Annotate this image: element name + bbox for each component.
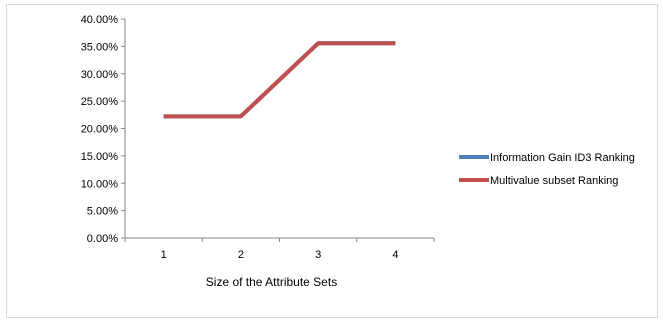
legend: Information Gain ID3 Ranking Multivalue s… [459, 152, 635, 187]
x-axis: 1 2 3 4 [124, 237, 435, 261]
series-lines [163, 41, 396, 119]
y-tick-label: 15.00% [81, 151, 119, 163]
y-tick-label: 20.00% [81, 124, 119, 136]
y-tick-label: 30.00% [81, 69, 119, 81]
x-tick-label: 2 [238, 249, 244, 261]
y-tick-label: 0.00% [87, 233, 118, 245]
y-tick-label: 40.00% [81, 14, 119, 26]
series-line-2 [163, 41, 396, 119]
x-tick-label: 4 [392, 249, 398, 261]
legend-label: Information Gain ID3 Ranking [490, 152, 635, 164]
x-tick-label: 3 [315, 249, 321, 261]
chart-area: 0.00% 5.00% 10.00% 15.00% 20.00% 25.00% 30.00%… [6, 4, 658, 318]
y-tick-label: 25.00% [81, 96, 119, 108]
legend-label: Multivalue subset Ranking [490, 175, 618, 187]
y-tick-label: 5.00% [87, 206, 118, 218]
x-axis-title: Size of the Attribute Sets [206, 275, 337, 289]
line-chart: 0.00% 5.00% 10.00% 15.00% 20.00% 25.00% 30.00%… [81, 14, 635, 289]
y-axis: 0.00% 5.00% 10.00% 15.00% 20.00% 25.00% 30.00%… [81, 14, 126, 245]
y-tick-label: 10.00% [81, 178, 119, 190]
y-tick-label: 35.00% [81, 41, 119, 53]
x-tick-label: 1 [161, 249, 167, 261]
